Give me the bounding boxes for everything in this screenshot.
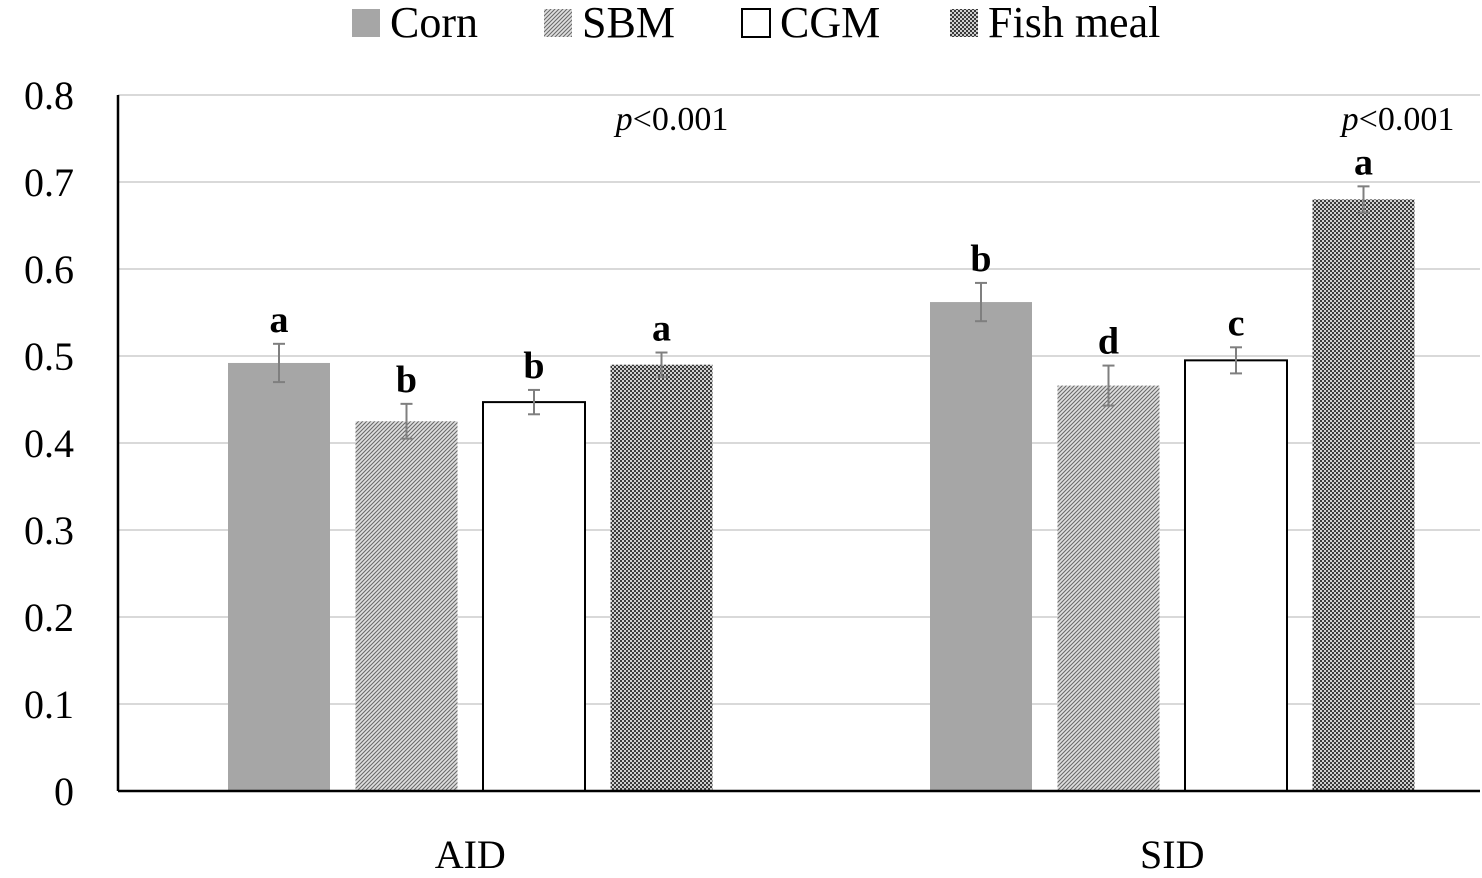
bar-fish-meal-sid xyxy=(1312,199,1415,791)
legend-swatch-cgm xyxy=(741,8,771,38)
bar-cgm-sid xyxy=(1184,359,1288,792)
y-tick-label: 0.3 xyxy=(24,508,74,553)
p-symbol: p xyxy=(1340,101,1359,138)
y-tick-label: 0.6 xyxy=(24,247,74,292)
bar-sbm-sid xyxy=(1057,385,1160,791)
significance-letter: d xyxy=(1098,321,1119,363)
significance-letter: b xyxy=(970,238,991,280)
y-tick-label: 0.2 xyxy=(24,595,74,640)
bar-cgm-aid xyxy=(482,401,586,792)
bar-fish-meal-aid xyxy=(610,364,713,791)
p-symbol: p xyxy=(614,101,633,138)
significance-letter: a xyxy=(652,308,671,350)
legend-swatch-corn xyxy=(352,9,380,37)
significance-letter: b xyxy=(523,345,544,387)
axes xyxy=(116,95,1480,793)
bar-corn-sid xyxy=(930,302,1032,791)
bar-corn-aid xyxy=(228,362,330,791)
p-value-text: <0.001 xyxy=(1359,101,1455,138)
y-tick-label: 0.1 xyxy=(24,682,74,727)
legend: Corn SBM CGM Fish meal xyxy=(352,0,1160,47)
significance-letter: a xyxy=(270,299,289,341)
legend-label: Corn xyxy=(390,0,478,47)
x-tick-label: AID xyxy=(435,832,506,877)
legend-swatch-sbm xyxy=(544,9,572,37)
y-tick-label: 0.7 xyxy=(24,160,74,205)
legend-label: SBM xyxy=(582,0,675,47)
significance-letter: c xyxy=(1228,302,1245,344)
legend-label: CGM xyxy=(780,0,880,47)
bar-sbm-aid xyxy=(355,421,458,791)
gridlines xyxy=(118,94,1480,705)
legend-label: Fish meal xyxy=(988,0,1160,47)
x-tick-label: SID xyxy=(1140,832,1204,877)
significance-letter: b xyxy=(396,359,417,401)
y-tick-label: 0.5 xyxy=(24,334,74,379)
p-value-text: <0.001 xyxy=(633,101,729,138)
y-tick-label: 0.8 xyxy=(24,73,74,118)
labels: 0 0.1 0.2 0.3 0.4 0.5 0.6 0.7 0.8 a b b a b d c a AID SID p… xyxy=(24,73,1454,877)
p-value-annotation: p<0.001 xyxy=(614,101,729,138)
y-tick-label: 0 xyxy=(54,769,74,814)
y-tick-label: 0.4 xyxy=(24,421,74,466)
significance-letter: a xyxy=(1354,141,1373,183)
bars xyxy=(228,185,1415,792)
legend-swatch-fish-meal xyxy=(950,9,978,37)
p-value-annotation: p<0.001 xyxy=(1340,101,1455,138)
